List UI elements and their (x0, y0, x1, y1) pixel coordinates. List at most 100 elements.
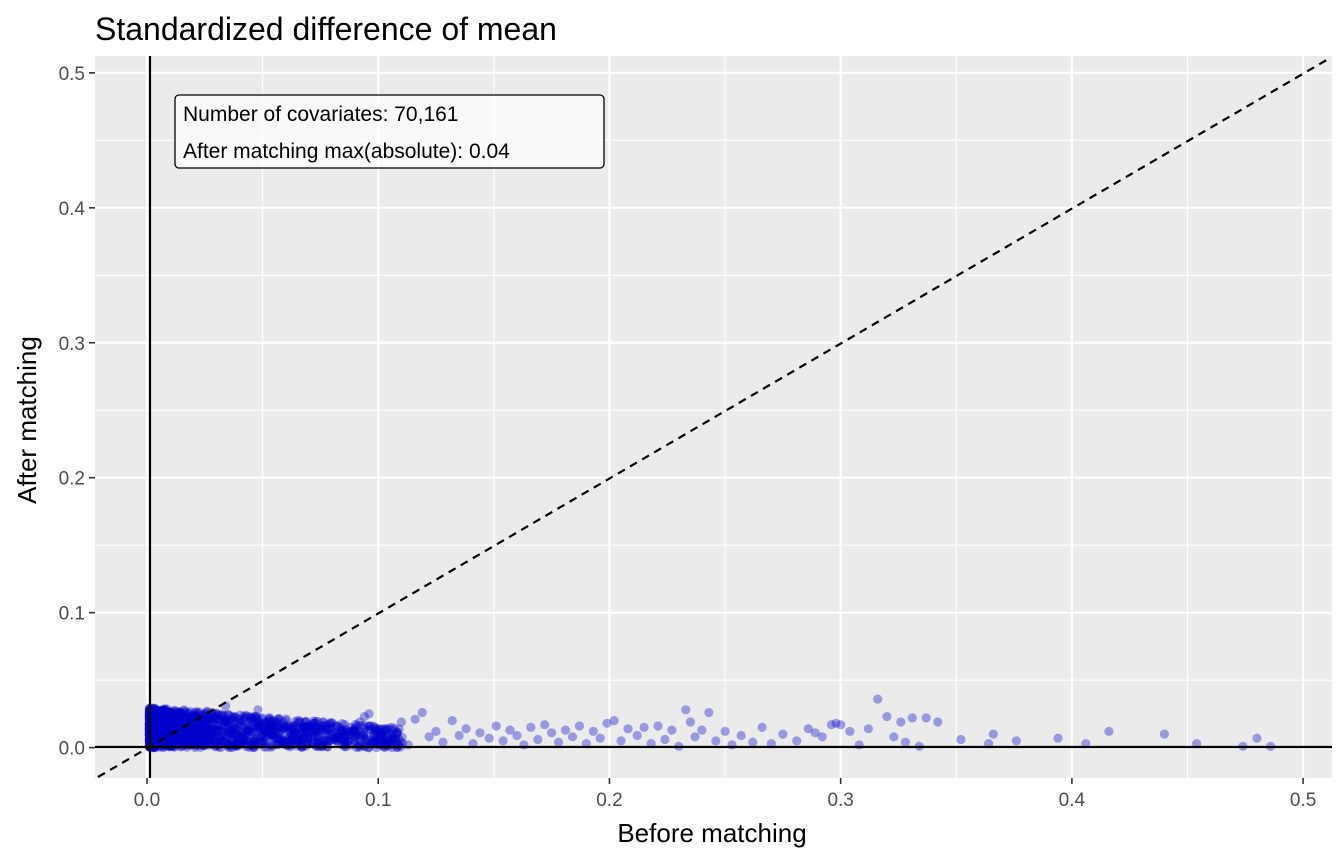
data-point (296, 723, 306, 733)
data-point (274, 728, 284, 738)
data-point (230, 724, 240, 734)
data-point (219, 716, 229, 727)
data-point (168, 723, 178, 733)
data-point (232, 735, 242, 745)
data-point (156, 730, 166, 740)
data-point (193, 732, 203, 742)
data-point (358, 733, 369, 744)
data-point (295, 734, 305, 745)
data-point (275, 734, 285, 744)
data-point (252, 737, 262, 747)
data-point (151, 710, 161, 720)
data-point (322, 720, 332, 730)
data-point (194, 707, 204, 717)
data-point (354, 730, 364, 741)
data-point (157, 720, 167, 730)
data-point (185, 728, 195, 738)
data-point (351, 729, 361, 739)
data-point (173, 733, 183, 743)
data-point (595, 733, 605, 743)
data-point (253, 717, 264, 727)
data-point (567, 732, 578, 742)
data-point (338, 726, 348, 736)
data-point (150, 722, 160, 732)
data-point (202, 732, 212, 742)
data-point (237, 738, 247, 748)
data-point (238, 732, 248, 743)
data-point (150, 720, 160, 730)
data-point (169, 734, 179, 744)
data-point (181, 712, 191, 722)
data-point (328, 728, 338, 738)
data-point (369, 729, 379, 739)
data-point (152, 718, 162, 728)
data-point (244, 724, 254, 734)
data-point (209, 713, 219, 723)
data-point (248, 717, 258, 727)
data-point (151, 728, 161, 738)
data-point (266, 729, 276, 740)
data-point (203, 722, 213, 732)
data-point (157, 729, 167, 739)
data-point (233, 731, 243, 741)
data-point (151, 707, 161, 718)
data-point (149, 725, 159, 736)
data-point (151, 729, 161, 740)
data-point (240, 720, 250, 730)
data-point (149, 737, 159, 747)
data-point (155, 714, 165, 724)
data-point (260, 734, 270, 745)
data-point (299, 733, 309, 743)
data-point (154, 729, 164, 739)
data-point (239, 736, 249, 746)
data-point (304, 722, 314, 733)
data-point (288, 728, 298, 739)
data-point (154, 729, 164, 739)
data-point (207, 728, 217, 738)
data-point (207, 715, 217, 725)
data-point (390, 734, 401, 744)
data-point (263, 729, 273, 739)
data-point (197, 737, 207, 748)
data-point (299, 722, 309, 733)
data-point (188, 711, 198, 721)
data-point (171, 733, 181, 743)
data-point (286, 735, 296, 745)
data-point (163, 713, 174, 723)
data-point (398, 738, 408, 748)
data-point (256, 732, 266, 742)
data-point (202, 715, 212, 725)
data-point (166, 707, 176, 717)
data-point (149, 704, 159, 714)
data-point (167, 735, 177, 745)
data-point (193, 726, 203, 736)
data-point (210, 711, 220, 721)
data-point (170, 717, 180, 728)
data-point (195, 729, 205, 739)
data-point (330, 734, 340, 744)
data-point (212, 726, 222, 737)
data-point (236, 726, 247, 737)
y-axis-title: After matching (12, 336, 42, 504)
data-point (255, 720, 265, 730)
data-point (275, 735, 285, 745)
data-point (261, 725, 271, 736)
data-point (242, 711, 252, 721)
data-point (366, 721, 376, 731)
data-point (792, 736, 802, 746)
data-point (184, 712, 194, 723)
data-point (159, 722, 169, 732)
data-point (204, 728, 214, 738)
data-point (197, 722, 207, 733)
data-point (345, 722, 355, 732)
data-point (199, 733, 209, 743)
data-point (308, 732, 318, 742)
data-point (322, 725, 332, 735)
data-point (179, 705, 189, 715)
data-point (295, 716, 305, 727)
data-point (223, 710, 234, 720)
data-point (217, 714, 227, 724)
data-point (156, 717, 166, 727)
data-point (197, 732, 207, 742)
data-point (388, 725, 398, 735)
